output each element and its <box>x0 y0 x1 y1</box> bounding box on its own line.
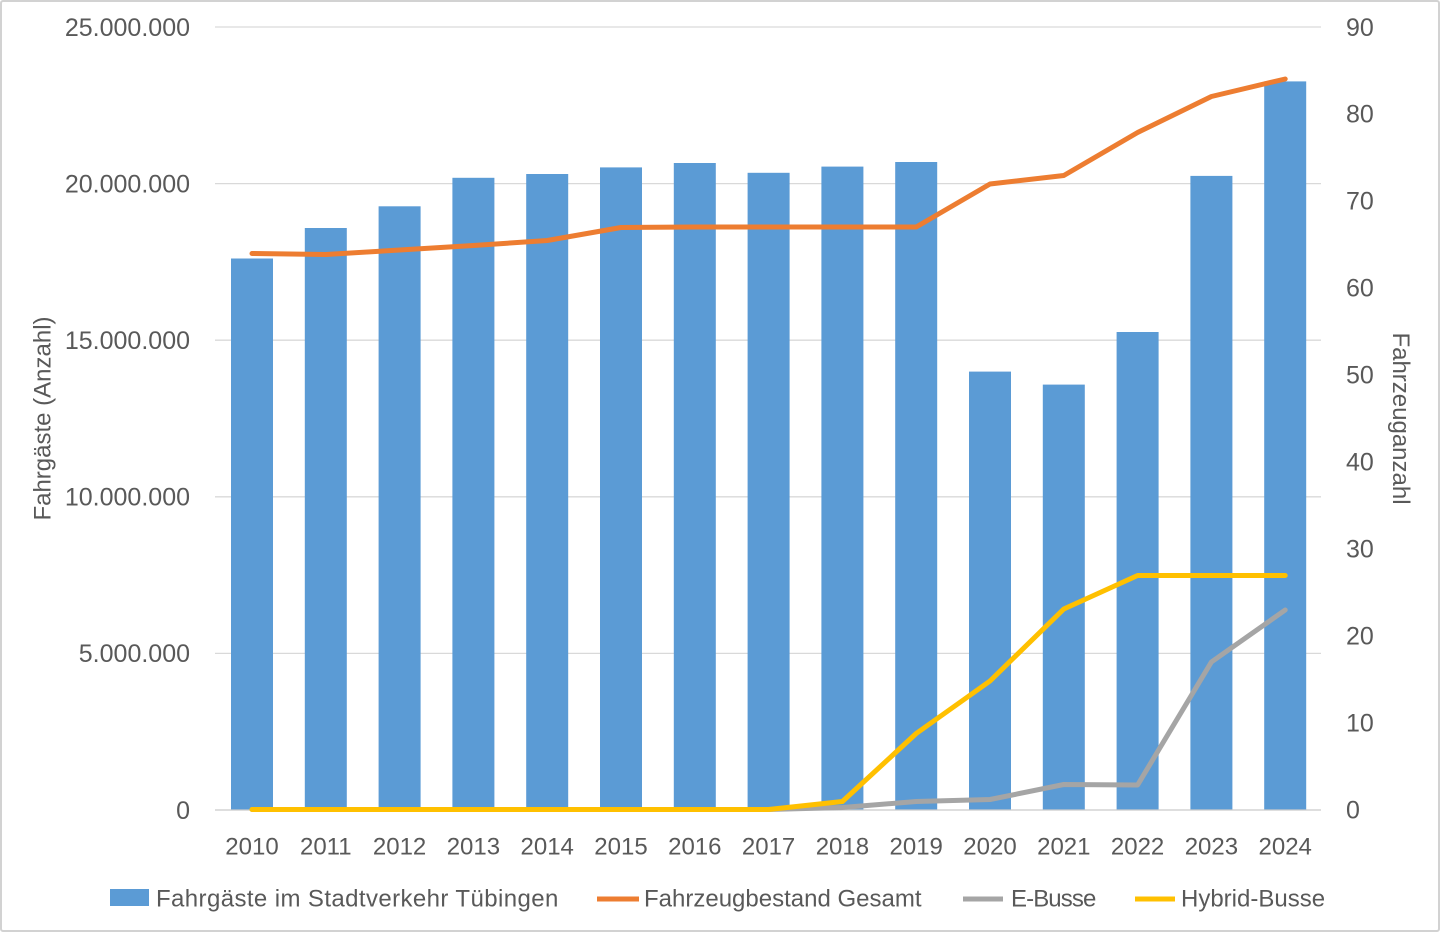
svg-text:60: 60 <box>1346 275 1374 303</box>
svg-text:40: 40 <box>1346 449 1374 477</box>
svg-text:2010: 2010 <box>225 834 278 861</box>
svg-text:Fahrzeuganzahl: Fahrzeuganzahl <box>1387 332 1414 504</box>
svg-text:2021: 2021 <box>1037 834 1090 861</box>
svg-text:15.000.000: 15.000.000 <box>65 327 190 355</box>
svg-text:2018: 2018 <box>816 834 869 861</box>
svg-text:10.000.000: 10.000.000 <box>65 484 190 512</box>
svg-text:2020: 2020 <box>963 834 1016 861</box>
svg-text:10: 10 <box>1346 709 1374 737</box>
svg-text:2015: 2015 <box>594 834 647 861</box>
svg-text:30: 30 <box>1346 536 1374 564</box>
svg-text:2019: 2019 <box>890 834 943 861</box>
svg-text:0: 0 <box>176 797 190 825</box>
svg-text:2023: 2023 <box>1185 834 1238 861</box>
svg-text:5.000.000: 5.000.000 <box>79 640 190 668</box>
svg-text:50: 50 <box>1346 362 1374 390</box>
svg-text:2016: 2016 <box>668 834 721 861</box>
svg-text:2017: 2017 <box>742 834 795 861</box>
svg-text:E-Busse: E-Busse <box>1011 886 1096 913</box>
svg-text:Hybrid-Busse: Hybrid-Busse <box>1181 886 1325 913</box>
svg-text:20.000.000: 20.000.000 <box>65 170 190 198</box>
svg-text:2024: 2024 <box>1259 834 1312 861</box>
svg-text:20: 20 <box>1346 623 1374 651</box>
svg-text:Fahrzeugbestand Gesamt: Fahrzeugbestand Gesamt <box>644 886 922 913</box>
svg-text:Fahrgäste (Anzahl): Fahrgäste (Anzahl) <box>30 316 57 520</box>
svg-text:2011: 2011 <box>300 834 352 861</box>
svg-text:0: 0 <box>1346 796 1360 824</box>
svg-text:2014: 2014 <box>521 834 574 861</box>
svg-text:25.000.000: 25.000.000 <box>65 14 190 42</box>
svg-text:2022: 2022 <box>1111 834 1164 861</box>
svg-text:70: 70 <box>1346 188 1374 216</box>
svg-text:90: 90 <box>1346 14 1374 42</box>
svg-text:80: 80 <box>1346 101 1374 129</box>
svg-text:2013: 2013 <box>447 834 500 861</box>
svg-text:2012: 2012 <box>373 834 426 861</box>
svg-text:Fahrgäste im Stadtverkehr Tübi: Fahrgäste im Stadtverkehr Tübingen <box>156 886 559 913</box>
